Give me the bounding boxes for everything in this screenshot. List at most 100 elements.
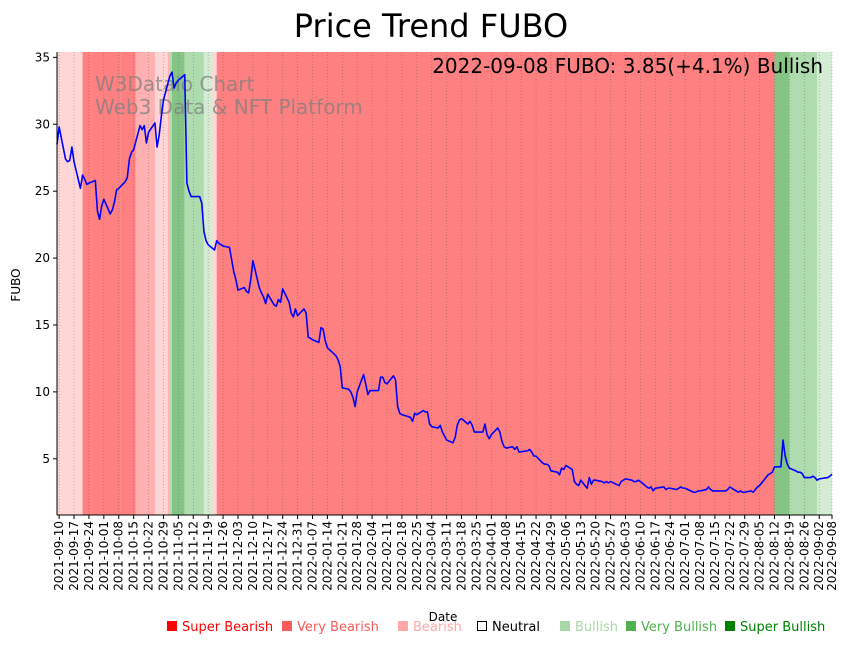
x-tick-label: 2022-01-21 (335, 521, 349, 591)
y-tick-label: 25 (35, 184, 50, 198)
sentiment-band-very-bearish (91, 52, 106, 515)
sentiment-band-bearish (135, 52, 155, 515)
x-tick-label: 2021-10-01 (97, 521, 111, 591)
y-tick-label: 20 (35, 251, 50, 265)
x-tick-label: 2022-04-15 (514, 521, 528, 591)
sentiment-band-bullish (169, 52, 172, 515)
x-tick-label: 2022-06-10 (633, 521, 647, 591)
sentiment-band-light-red (212, 52, 217, 515)
legend-swatch (398, 621, 408, 631)
x-tick-label: 2022-04-01 (484, 521, 498, 591)
legend-label: Bullish (575, 620, 619, 635)
x-tick-label: 2021-10-08 (112, 521, 126, 591)
x-tick-label: 2021-09-24 (82, 521, 96, 591)
sentiment-band-light-red (154, 52, 168, 515)
x-tick-label: 2021-10-29 (156, 521, 170, 591)
x-tick-label: 2022-04-29 (544, 521, 558, 591)
x-axis-label: Date (429, 610, 458, 624)
vertical-gridlines (58, 52, 833, 515)
x-tick-label: 2022-07-08 (693, 521, 707, 591)
sentiment-band-bearish (167, 52, 170, 515)
x-tick-label: 2021-12-17 (261, 521, 275, 591)
y-tick-label: 30 (35, 117, 50, 131)
x-tick-label: 2022-08-05 (753, 521, 767, 591)
x-tick-label: 2022-07-15 (708, 521, 722, 591)
price-series (56, 71, 833, 494)
x-tick-label: 2022-03-25 (469, 521, 483, 591)
y-tick-label: 10 (35, 385, 50, 399)
legend-very-bearish: Very Bearish (282, 620, 379, 635)
x-tick-label: 2022-05-06 (559, 521, 573, 591)
legend-swatch (167, 621, 177, 631)
x-tick-label: 2022-03-11 (440, 521, 454, 591)
x-tick-label: 2021-12-31 (291, 521, 305, 591)
watermark-line-2: Web3 Data & NFT Platform (95, 95, 363, 119)
sentiment-band-very-bearish (105, 52, 121, 515)
sentiment-bands (57, 52, 832, 515)
axes (56, 52, 832, 516)
x-tick-label: 2022-06-24 (663, 521, 677, 591)
x-tick-label: 2022-08-12 (768, 521, 782, 591)
sentiment-band-very-bullish (774, 52, 790, 515)
x-ticks: 2021-09-10 2021-09-17 2021-09-24 2021-10-01… (52, 515, 839, 591)
x-tick-label: 2022-08-19 (782, 521, 796, 591)
x-tick-label: 2021-10-22 (142, 521, 156, 591)
x-tick-label: 2022-07-29 (738, 521, 752, 591)
legend-swatch (282, 621, 292, 631)
x-tick-label: 2022-06-17 (648, 521, 662, 591)
x-tick-label: 2022-01-28 (350, 521, 364, 591)
legend-very-bullish: Very Bullish (626, 620, 717, 635)
x-tick-label: 2022-07-22 (723, 521, 737, 591)
watermark: W3Dataio Chart Web3 Data & NFT Platform (95, 72, 363, 119)
y-tick-label: 15 (35, 318, 50, 332)
x-tick-label: 2022-05-13 (574, 521, 588, 591)
sentiment-band-bullish (184, 52, 204, 515)
x-tick-label: 2022-03-04 (425, 521, 439, 591)
x-tick-label: 2021-12-24 (276, 521, 290, 591)
price-annotation: 2022-09-08 FUBO: 3.85(+4.1%) Bullish (432, 54, 823, 78)
x-tick-label: 2021-12-03 (231, 521, 245, 591)
legend-label: Neutral (492, 620, 540, 635)
x-tick-label: 2022-09-08 (825, 521, 839, 591)
x-tick-label: 2021-10-15 (127, 521, 141, 591)
sentiment-band-very-bearish (120, 52, 136, 515)
sentiment-band-bullish (789, 52, 818, 515)
legend-label: Bearish (413, 620, 462, 635)
y-tick-label: 35 (35, 50, 50, 64)
legend-swatch (725, 621, 735, 631)
x-tick-label: 2022-09-02 (812, 521, 826, 591)
watermark-line-1: W3Dataio Chart (95, 72, 255, 96)
legend-super-bullish: Super Bullish (725, 620, 825, 635)
x-tick-label: 2022-02-18 (395, 521, 409, 591)
x-tick-label: 2022-05-27 (604, 521, 618, 591)
y-tick-label: 5 (42, 452, 50, 466)
legend-label: Super Bearish (182, 620, 274, 635)
y-axis-label: FUBO (9, 268, 23, 301)
x-tick-label: 2021-09-17 (67, 521, 81, 591)
x-tick-label: 2021-11-12 (186, 521, 200, 591)
sentiment-band-very-bearish (216, 52, 775, 515)
sentiment-band-light-green (817, 52, 832, 515)
x-tick-label: 2022-04-22 (529, 521, 543, 591)
legend-bearish: Bearish (398, 620, 462, 635)
legend-swatch (560, 621, 570, 631)
x-tick-label: 2022-01-14 (320, 521, 334, 591)
x-tick-label: 2021-12-10 (246, 521, 260, 591)
legend-bullish: Bullish (560, 620, 618, 635)
legend-swatch (477, 621, 487, 631)
price-line (56, 71, 833, 494)
x-tick-label: 2022-07-01 (678, 521, 692, 591)
chart-title: Price Trend FUBO (294, 7, 568, 45)
x-tick-label: 2021-11-26 (216, 521, 230, 591)
legend: Super Bearish Very Bearish Bearish Neutr… (0, 620, 851, 638)
x-tick-label: 2022-02-11 (380, 521, 394, 591)
x-tick-label: 2022-02-25 (410, 521, 424, 591)
legend-label: Very Bullish (641, 620, 718, 635)
legend-swatch (626, 621, 636, 631)
x-tick-label: 2022-04-08 (499, 521, 513, 591)
x-tick-label: 2022-05-20 (589, 521, 603, 591)
x-tick-label: 2022-02-04 (365, 521, 379, 591)
x-tick-label: 2022-03-18 (455, 521, 469, 591)
x-tick-label: 2022-01-07 (305, 521, 319, 591)
